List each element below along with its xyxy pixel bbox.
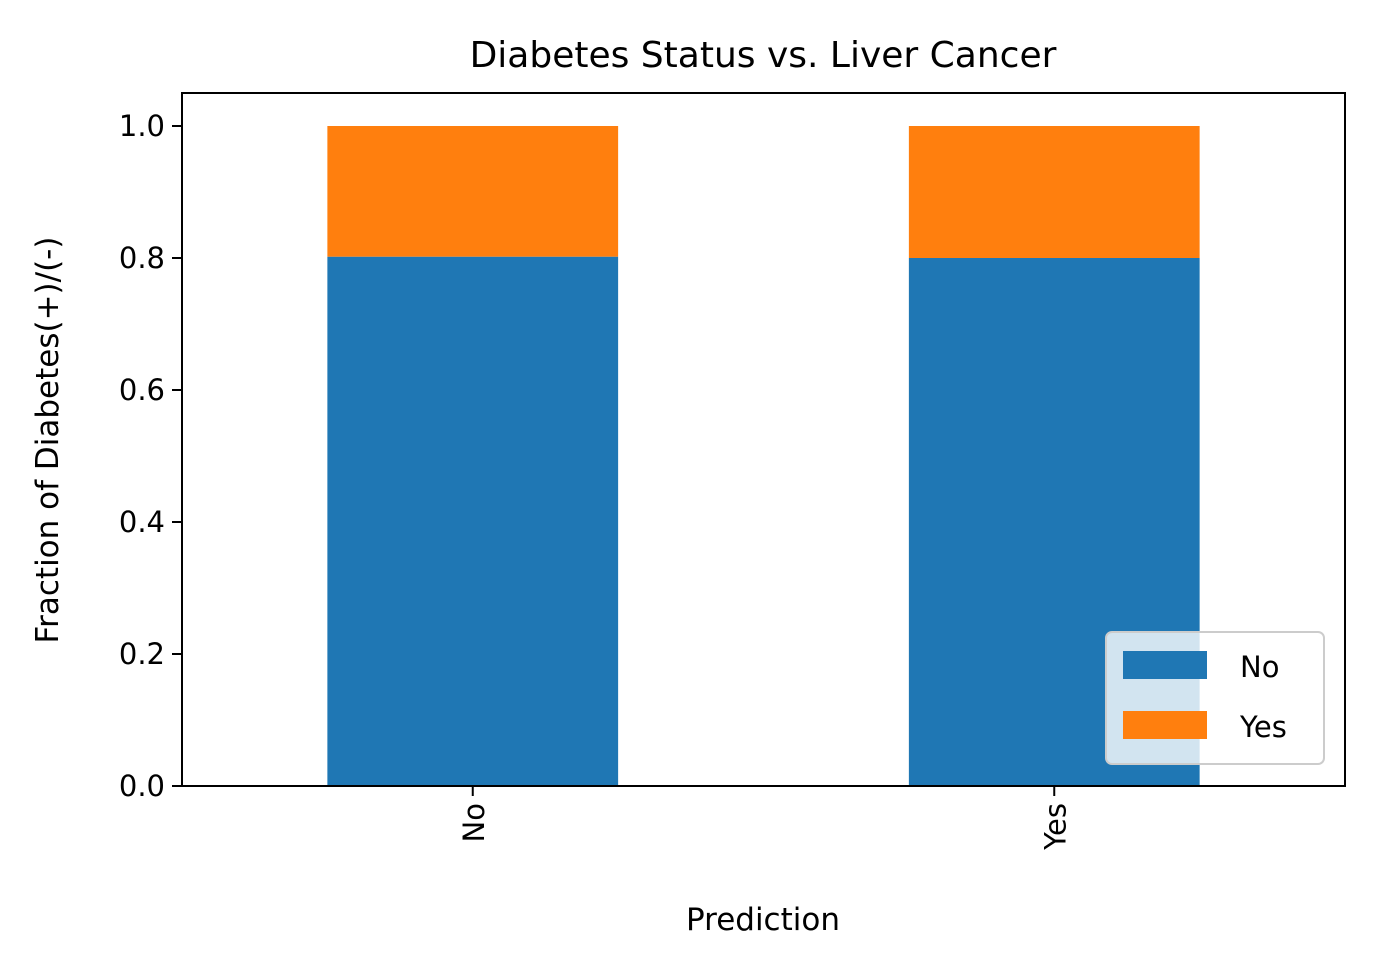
x-axis-label: Prediction	[686, 902, 840, 938]
legend-label-yes: Yes	[1239, 710, 1287, 744]
bar-no-yes	[327, 126, 619, 257]
bar-no-no	[327, 256, 619, 786]
x-axis-ticks: No Yes	[457, 786, 1072, 851]
legend: No Yes	[1105, 631, 1325, 765]
y-tick-label: 0.0	[119, 769, 165, 803]
y-axis-ticks: 0.0 0.2 0.4 0.6 0.8 1.0	[119, 109, 182, 803]
x-tick-label-yes: Yes	[1038, 803, 1072, 851]
legend-label-no: No	[1240, 650, 1279, 684]
y-tick-label: 1.0	[119, 109, 165, 143]
legend-swatch-no	[1123, 651, 1207, 679]
bars	[327, 126, 1200, 786]
y-tick-label: 0.6	[119, 373, 165, 407]
y-tick-label: 0.8	[119, 241, 165, 275]
x-tick-label-no: No	[457, 803, 491, 842]
y-tick-label: 0.2	[119, 637, 165, 671]
chart-title: Diabetes Status vs. Liver Cancer	[470, 35, 1057, 76]
bar-yes-yes	[908, 126, 1200, 258]
legend-swatch-yes	[1123, 711, 1207, 739]
y-tick-label: 0.4	[119, 505, 165, 539]
plot-frame	[181, 92, 1346, 787]
y-axis-label: Fraction of Diabetes(+)/(-)	[30, 237, 66, 644]
